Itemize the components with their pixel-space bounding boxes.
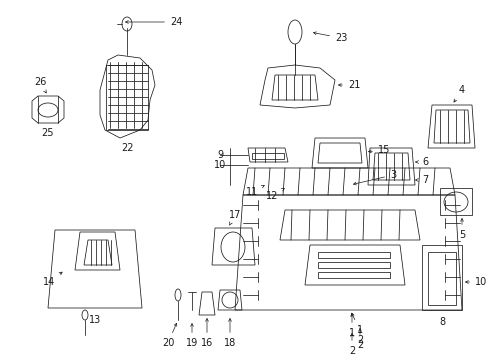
Bar [317,272,389,278]
Text: 2: 2 [356,329,363,350]
Text: 2: 2 [356,335,363,345]
Text: 23: 23 [313,32,346,43]
Text: 3: 3 [353,170,395,185]
Text: 5: 5 [458,219,464,240]
Bar [317,252,389,258]
Text: 25: 25 [41,128,54,138]
Text: 21: 21 [338,80,360,90]
Text: 7: 7 [415,175,427,185]
Text: 11: 11 [245,185,264,197]
Text: 8: 8 [438,317,444,327]
Text: 1: 1 [348,314,354,338]
Text: 16: 16 [201,319,213,348]
Text: 19: 19 [185,324,198,348]
Text: 24: 24 [125,17,182,27]
Text: 14: 14 [42,272,62,287]
Bar [251,153,284,159]
Text: 10: 10 [213,160,225,170]
Text: 6: 6 [415,157,427,167]
Text: 20: 20 [162,323,176,348]
Bar [106,65,148,130]
Text: 2: 2 [348,334,354,356]
Text: 26: 26 [34,77,46,93]
Text: 9: 9 [217,150,223,160]
Text: 15: 15 [368,145,389,155]
Text: 12: 12 [265,188,284,201]
Text: 10: 10 [465,277,486,287]
Text: 22: 22 [121,143,133,153]
Text: 1: 1 [351,313,362,335]
Bar [317,262,389,268]
Text: 17: 17 [228,210,241,225]
Text: 18: 18 [224,319,236,348]
Text: 4: 4 [453,85,464,102]
Text: 13: 13 [89,315,101,325]
